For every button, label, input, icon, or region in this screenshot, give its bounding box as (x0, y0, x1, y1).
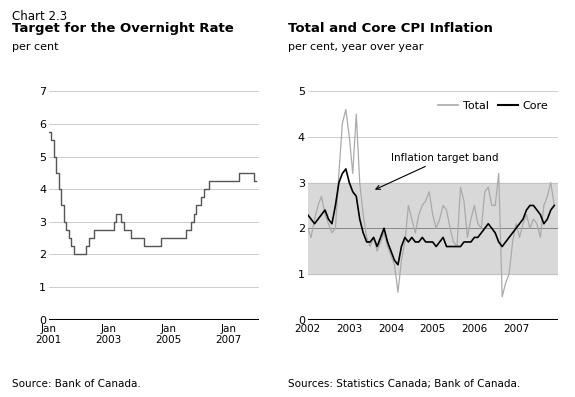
Text: per cent: per cent (12, 42, 58, 52)
Text: Total and Core CPI Inflation: Total and Core CPI Inflation (288, 22, 492, 35)
Text: Sources: Statistics Canada; Bank of Canada.: Sources: Statistics Canada; Bank of Cana… (288, 379, 520, 389)
Text: Source: Bank of Canada.: Source: Bank of Canada. (12, 379, 140, 389)
Text: per cent, year over year: per cent, year over year (288, 42, 423, 52)
Text: Target for the Overnight Rate: Target for the Overnight Rate (12, 22, 233, 35)
Legend: Total, Core: Total, Core (434, 97, 552, 116)
Text: Inflation target band: Inflation target band (376, 152, 499, 189)
Bar (308, 183, 558, 274)
Text: Chart 2.3: Chart 2.3 (12, 10, 67, 23)
